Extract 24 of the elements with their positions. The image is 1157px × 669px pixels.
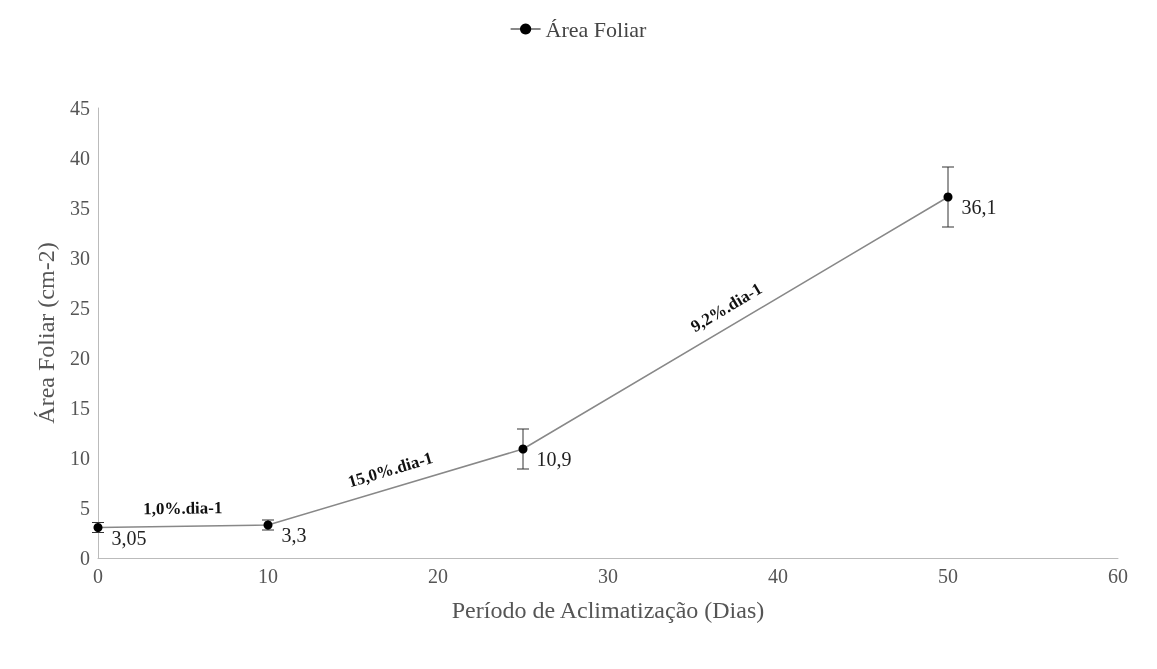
x-tick-label: 40 <box>768 565 788 587</box>
y-tick-label: 5 <box>80 497 90 519</box>
x-tick-label: 60 <box>1108 565 1128 587</box>
data-label: 3,05 <box>111 526 147 549</box>
data-label: 36,1 <box>961 196 997 218</box>
y-tick-label: 30 <box>70 247 90 269</box>
x-tick-label: 20 <box>428 565 448 587</box>
y-tick-label: 25 <box>70 297 90 319</box>
y-axis-title: Área Foliar (cm-2) <box>33 242 59 424</box>
x-tick-label: 50 <box>938 565 958 587</box>
legend-label: Área Foliar <box>545 16 648 42</box>
y-tick-label: 15 <box>70 397 90 419</box>
annotation: 1,0%.dia-1 <box>142 498 223 519</box>
x-tick-label: 10 <box>258 565 278 587</box>
y-tick-label: 45 <box>70 97 90 119</box>
y-tick-label: 35 <box>70 197 90 219</box>
y-tick-label: 0 <box>80 547 90 569</box>
y-tick-label: 40 <box>70 147 90 169</box>
x-axis-title: Período de Aclimatização (Dias) <box>451 597 765 623</box>
y-tick-label: 20 <box>70 347 90 369</box>
data-label: 3,3 <box>281 524 307 546</box>
x-tick-label: 30 <box>598 565 618 587</box>
y-tick-label: 10 <box>70 447 90 469</box>
data-label: 10,9 <box>536 448 572 470</box>
